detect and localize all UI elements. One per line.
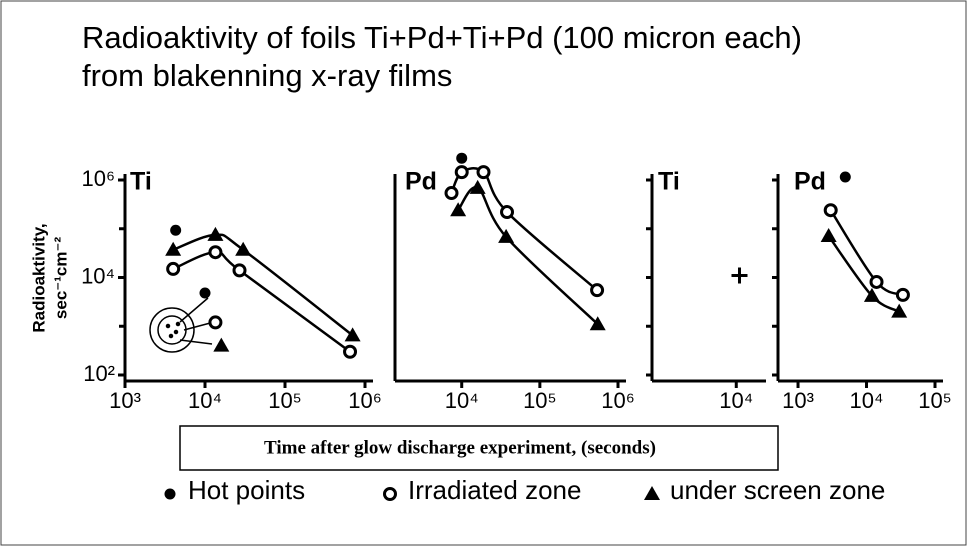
irradiated-point [476,165,491,180]
screen-point [644,486,660,500]
title-line: Radioaktivity of foils Ti+Pd+Ti+Pd (100 … [82,20,802,55]
panel-title: Ti [130,168,152,196]
hot-point [170,224,182,236]
legend-label: Irradiated zone [408,475,581,505]
irradiated-point [590,283,605,298]
screen-point [450,202,467,217]
irradiated-point [869,274,884,289]
screen-point [891,303,908,318]
screen-point [344,327,361,342]
irradiated-point [208,315,223,330]
y-tick-label: 10⁴ [81,263,115,288]
x-tick-label: 10⁴ [850,388,884,413]
irradiated-point [208,245,223,260]
inset-sketch [149,297,215,353]
screen-point [820,228,837,243]
legend-label: Hot points [188,475,305,505]
irradiated-point [895,287,910,302]
x-label: Time after glow discharge experiment, (s… [264,437,656,458]
irradiated-point [823,203,838,218]
fit-curve [457,186,599,326]
x-tick-label: 10⁴ [445,388,479,413]
y-label: sec⁻¹cm⁻² [51,237,70,320]
hot-point [456,152,468,164]
y-tick-label: 10² [83,361,115,386]
screen-point [213,337,230,352]
screen-point [589,316,606,331]
fit-curve [172,250,351,353]
irradiated-point [500,205,515,220]
hot-point [199,287,211,299]
y-tick-label: 10⁶ [81,166,115,191]
x-tick-label: 10⁶ [348,388,382,413]
y-label: Radioaktivity, [29,223,48,332]
irradiated-point [166,261,181,276]
screen-point [207,226,224,241]
x-tick-label: 10⁵ [918,388,952,413]
fit-curve [172,233,354,337]
x-label-box [179,425,779,471]
hot-point [839,171,851,183]
x-tick-label: 10⁵ [523,388,557,413]
screen-point [498,228,515,243]
irradiated-point [454,165,469,180]
panel-title: Pd [794,168,826,196]
screen-point [863,287,880,302]
irradiated-point [444,186,459,201]
hot-point [164,488,176,500]
legend-label: under screen zone [670,475,885,505]
panel-title: Ti [658,168,680,196]
x-tick-label: 10⁵ [268,388,302,413]
x-tick-label: 10⁴ [719,388,753,413]
irradiated-point [383,487,397,501]
x-tick-label: 10⁶ [601,388,635,413]
plus-point [731,267,748,284]
x-tick-label: 10⁴ [188,388,222,413]
irradiated-point [232,263,247,278]
x-tick-label: 10³ [109,388,141,413]
screen-point [235,241,252,256]
screen-point [165,241,182,256]
x-tick-label: 10³ [782,388,814,413]
title-line: from blakenning x-ray films [82,58,452,93]
panel-title: Pd [405,168,437,196]
screen-point [469,179,486,194]
irradiated-point [343,344,358,359]
